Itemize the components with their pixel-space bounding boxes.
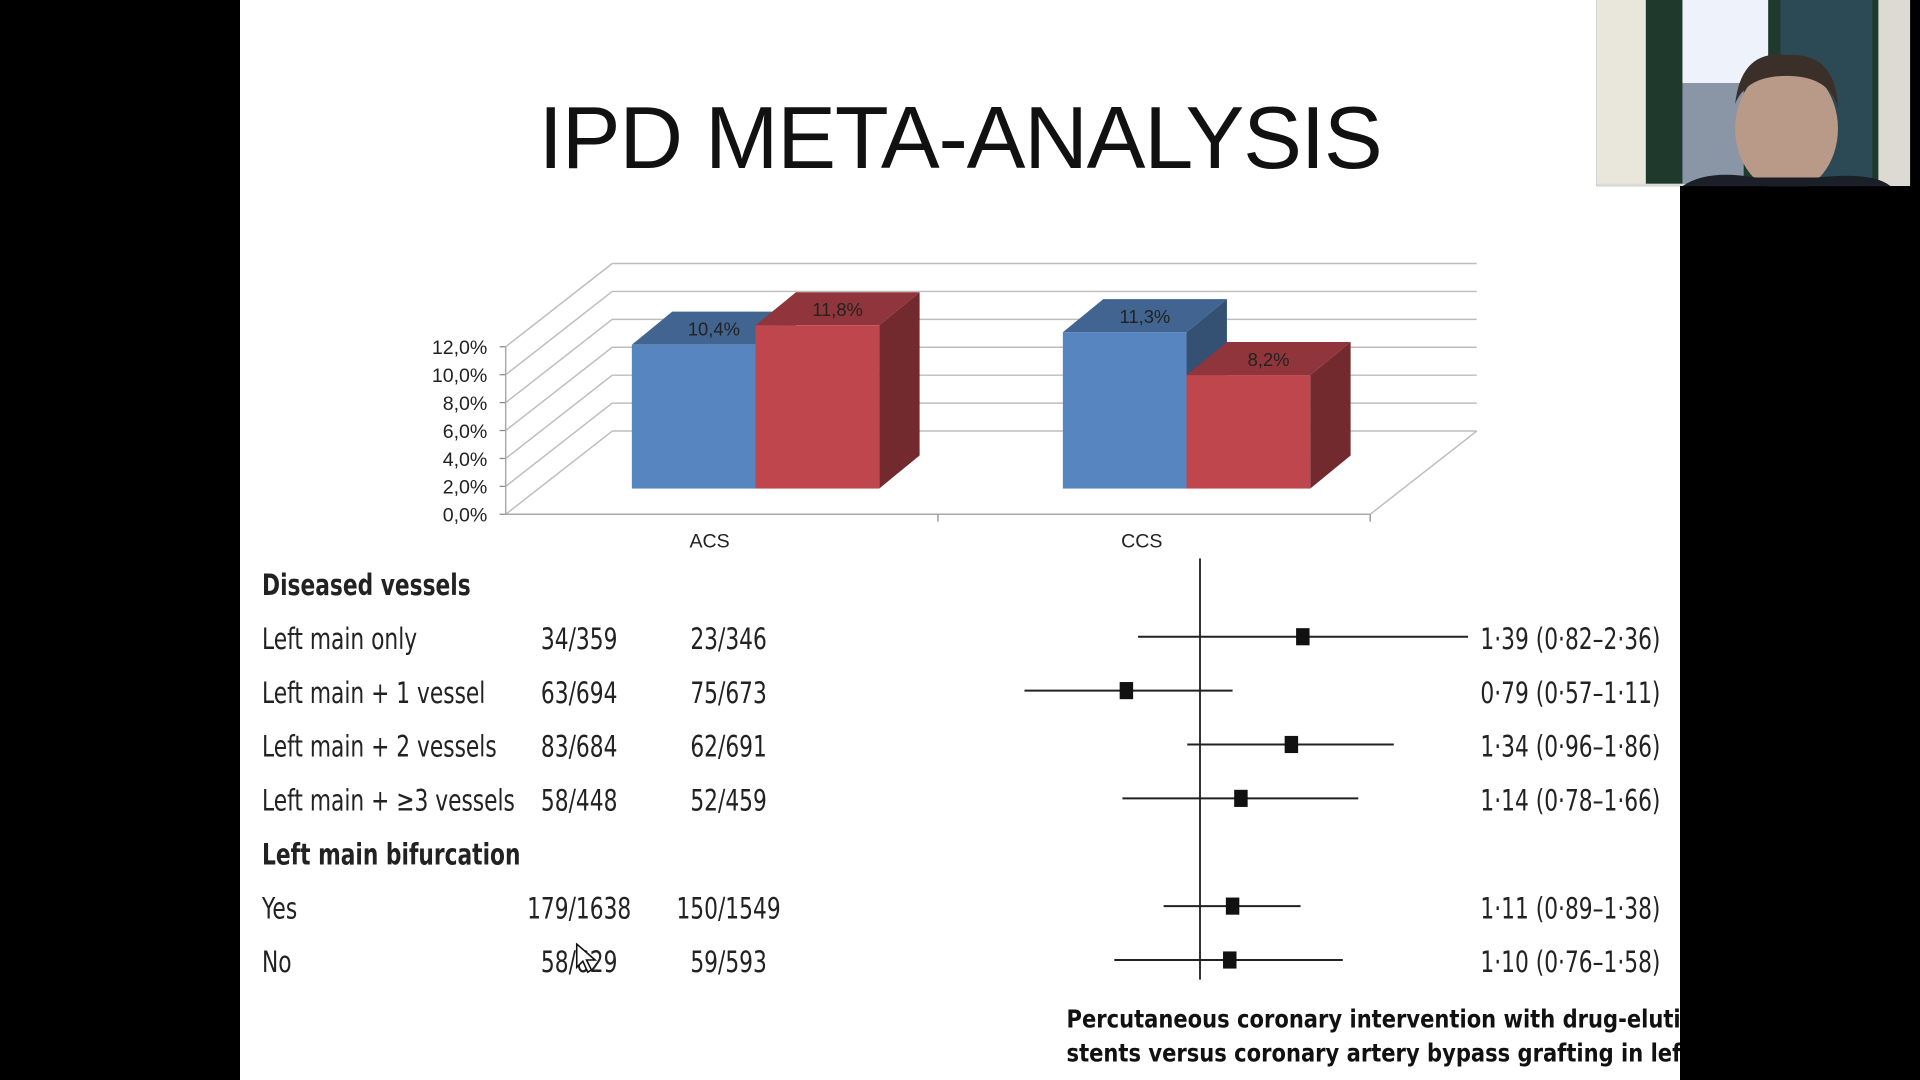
side-wall-gridline bbox=[505, 374, 613, 460]
x-tick-label: ACS bbox=[689, 530, 729, 552]
pci-events: 83/684 bbox=[540, 729, 618, 765]
forest-plot bbox=[1024, 558, 1469, 980]
y-tick-label: 6,0% bbox=[443, 421, 488, 443]
bar-side bbox=[1310, 342, 1351, 489]
side-wall-gridline bbox=[505, 346, 613, 432]
row-label: No bbox=[262, 945, 292, 980]
pci-events: 34/359 bbox=[540, 622, 618, 657]
y-tick-label: 12,0% bbox=[432, 337, 488, 359]
hazard-ratio-ci: 1·39 (0·82–2·36) bbox=[1480, 622, 1661, 657]
point-estimate bbox=[1234, 789, 1248, 807]
point-estimate bbox=[1225, 897, 1240, 915]
bar bbox=[755, 325, 880, 489]
y-tick-label: 10,0% bbox=[432, 365, 488, 387]
hazard-ratio-ci: 1·11 (0·89–1·38) bbox=[1480, 891, 1661, 926]
bar-top bbox=[755, 292, 920, 326]
point-estimate bbox=[1284, 735, 1299, 754]
row-label: Left main + 2 vessels bbox=[262, 729, 497, 765]
side-wall-gridline bbox=[505, 430, 613, 515]
bar bbox=[1062, 332, 1187, 489]
bar bbox=[631, 344, 756, 489]
bar-top bbox=[631, 311, 796, 345]
mouse-cursor-icon bbox=[575, 942, 598, 974]
article-caption: Percutaneous coronary intervention with … bbox=[1067, 1002, 1680, 1071]
hazard-ratio-ci: 1·34 (0·96–1·86) bbox=[1480, 729, 1661, 765]
caption-line: stents versus coronary artery bypass gra… bbox=[1066, 1038, 1680, 1068]
presentation-slide: IPD META-ANALYSIS 0,0% 2,0% 4,0% 6,0% 8,0% 10… bbox=[240, 0, 1681, 1080]
cabg-events: 75/673 bbox=[690, 675, 767, 711]
y-tick-label: 2,0% bbox=[443, 477, 488, 499]
side-wall-gridline bbox=[505, 290, 613, 376]
y-tick-label: 8,0% bbox=[443, 393, 488, 415]
presenter-video-icon bbox=[1596, 0, 1911, 187]
y-tick-label: 0,0% bbox=[443, 505, 488, 527]
pci-events: 63/694 bbox=[540, 675, 618, 711]
cabg-events: 23/346 bbox=[690, 622, 767, 657]
bar-chart-3d: 0,0% 2,0% 4,0% 6,0% 8,0% 10,0% 12,0% ACS CCS 10,4… bbox=[432, 262, 1478, 552]
cabg-events: 59/593 bbox=[690, 945, 767, 980]
x-tick-label: CCS bbox=[1121, 530, 1162, 552]
row-label: Yes bbox=[262, 891, 298, 926]
bar-top bbox=[1186, 342, 1351, 376]
bar-data-label: 11,3% bbox=[1120, 306, 1171, 327]
bar-top bbox=[1062, 299, 1227, 333]
pci-events: 58/448 bbox=[540, 783, 618, 818]
cabg-events: 150/1549 bbox=[676, 891, 781, 926]
side-wall-gridline bbox=[505, 402, 613, 487]
side-wall-gridline bbox=[505, 262, 613, 348]
webcam-video-feed bbox=[1596, 0, 1911, 187]
group-header: Left main bifurcation bbox=[262, 837, 521, 872]
bar bbox=[1186, 375, 1311, 489]
y-tick-label: 4,0% bbox=[443, 449, 488, 471]
point-estimate bbox=[1119, 682, 1134, 700]
row-label: Left main + ≥3 vessels bbox=[262, 783, 515, 818]
caption-line: Percutaneous coronary intervention with … bbox=[1066, 1004, 1681, 1034]
bar-data-label: 10,4% bbox=[688, 318, 740, 339]
bar-data-label: 8,2% bbox=[1248, 349, 1290, 370]
hazard-ratio-ci: 1·10 (0·76–1·58) bbox=[1480, 945, 1661, 980]
hazard-ratio-ci: 0·79 (0·57–1·11) bbox=[1480, 675, 1661, 711]
side-wall-gridline bbox=[505, 318, 613, 404]
row-label: Left main + 1 vessel bbox=[262, 675, 486, 711]
group-header: Diseased vessels bbox=[262, 568, 471, 603]
bar-data-label: 11,8% bbox=[812, 299, 863, 320]
cabg-events: 62/691 bbox=[690, 729, 767, 765]
slide-title: IPD META-ANALYSIS bbox=[538, 89, 1382, 188]
row-label: Left main only bbox=[262, 622, 418, 657]
floor-right-edge bbox=[1369, 430, 1478, 515]
pci-events: 179/1638 bbox=[527, 891, 632, 926]
point-estimate bbox=[1296, 628, 1310, 646]
cabg-events: 52/459 bbox=[690, 783, 767, 818]
hazard-ratio-ci: 1·14 (0·78–1·66) bbox=[1480, 783, 1661, 818]
bar-side bbox=[879, 292, 920, 489]
point-estimate bbox=[1223, 951, 1237, 969]
